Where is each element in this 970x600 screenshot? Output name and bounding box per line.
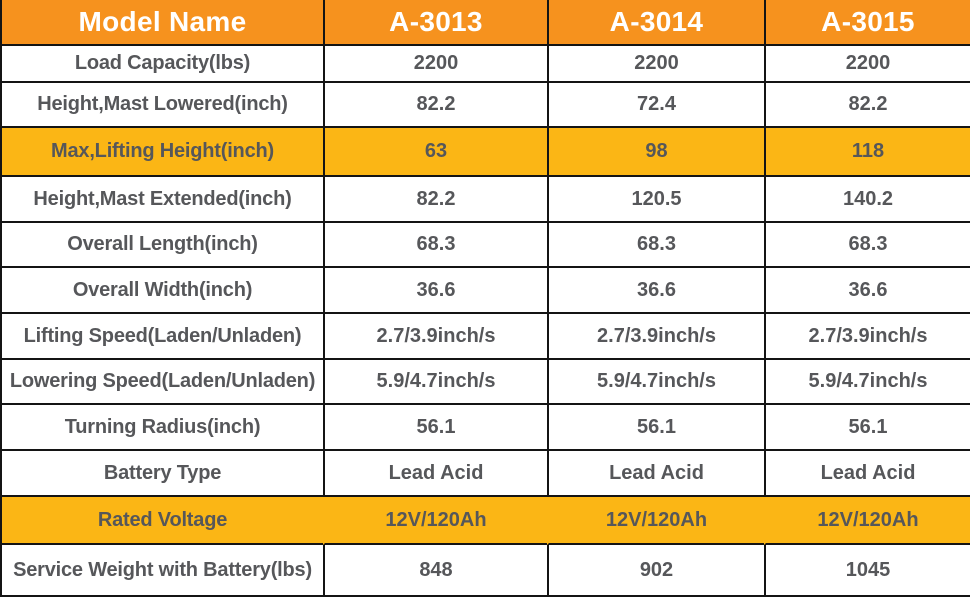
spec-value: 120.5 <box>547 177 764 223</box>
column-header-model-1: A-3013 <box>323 0 547 46</box>
table-title-header: Model Name <box>2 0 323 46</box>
spec-value: 2.7/3.9inch/s <box>764 314 970 360</box>
spec-value: 848 <box>323 545 547 597</box>
row-label: Battery Type <box>2 451 323 497</box>
row-label: Overall Length(inch) <box>2 223 323 268</box>
spec-value: 68.3 <box>547 223 764 268</box>
spec-value: 36.6 <box>323 268 547 314</box>
row-label: Load Capacity(lbs) <box>2 46 323 83</box>
row-label: Lowering Speed(Laden/Unladen) <box>2 360 323 405</box>
row-label: Overall Width(inch) <box>2 268 323 314</box>
spec-value: 72.4 <box>547 83 764 128</box>
spec-value: 56.1 <box>764 405 970 451</box>
spec-value: 56.1 <box>323 405 547 451</box>
spec-value: 5.9/4.7inch/s <box>323 360 547 405</box>
row-label: Height,Mast Extended(inch) <box>2 177 323 223</box>
row-label: Rated Voltage <box>2 497 323 545</box>
row-label: Lifting Speed(Laden/Unladen) <box>2 314 323 360</box>
spec-value: 2.7/3.9inch/s <box>323 314 547 360</box>
spec-value: Lead Acid <box>547 451 764 497</box>
spec-value: 36.6 <box>764 268 970 314</box>
spec-value: 2200 <box>764 46 970 83</box>
spec-value: 902 <box>547 545 764 597</box>
spec-value: 5.9/4.7inch/s <box>547 360 764 405</box>
spec-value: 98 <box>547 128 764 177</box>
spec-value: 56.1 <box>547 405 764 451</box>
spec-value: 12V/120Ah <box>323 497 547 545</box>
spec-value: 68.3 <box>323 223 547 268</box>
row-label: Service Weight with Battery(lbs) <box>2 545 323 597</box>
row-label: Height,Mast Lowered(inch) <box>2 83 323 128</box>
spec-value: Lead Acid <box>323 451 547 497</box>
spec-value: 82.2 <box>323 83 547 128</box>
spec-value: 5.9/4.7inch/s <box>764 360 970 405</box>
row-label: Turning Radius(inch) <box>2 405 323 451</box>
spec-value: 82.2 <box>323 177 547 223</box>
spec-value: 82.2 <box>764 83 970 128</box>
spec-value: 36.6 <box>547 268 764 314</box>
spec-value: 63 <box>323 128 547 177</box>
spec-value: 12V/120Ah <box>547 497 764 545</box>
spec-value: 2200 <box>547 46 764 83</box>
spec-value: 12V/120Ah <box>764 497 970 545</box>
spec-value: 1045 <box>764 545 970 597</box>
row-label: Max,Lifting Height(inch) <box>2 128 323 177</box>
spec-value: 2.7/3.9inch/s <box>547 314 764 360</box>
spec-value: 140.2 <box>764 177 970 223</box>
spec-value: 2200 <box>323 46 547 83</box>
column-header-model-3: A-3015 <box>764 0 970 46</box>
column-header-model-2: A-3014 <box>547 0 764 46</box>
spec-value: 118 <box>764 128 970 177</box>
spec-value: Lead Acid <box>764 451 970 497</box>
spec-value: 68.3 <box>764 223 970 268</box>
